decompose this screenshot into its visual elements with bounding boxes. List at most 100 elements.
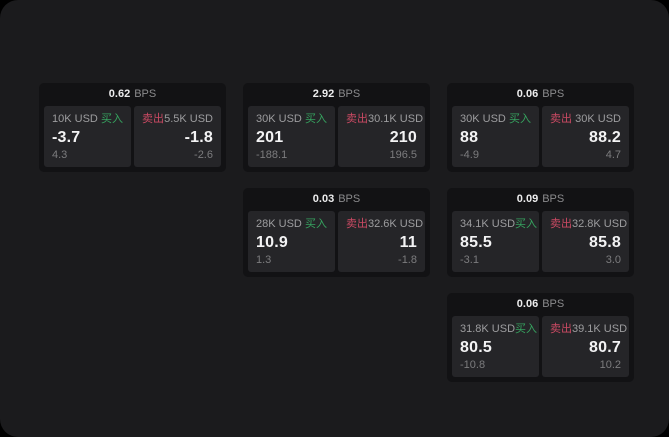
sell-tile-header: 卖出 30K USD <box>550 113 621 125</box>
bps-header: 0.09 BPS <box>447 188 634 211</box>
quote-card: 2.92 BPS 30K USD 买入 201 -188.1 卖出 30.1K … <box>243 83 430 172</box>
buy-quote-tile[interactable]: 30K USD 买入 201 -188.1 <box>248 106 335 167</box>
quote-card-body: 30K USD 买入 88 -4.9 卖出 30K USD 88.2 4.7 <box>447 106 634 172</box>
buy-price: 80.5 <box>460 338 492 356</box>
bps-header: 0.06 BPS <box>447 293 634 316</box>
sell-quote-tile[interactable]: 卖出 32.6K USD 11 -1.8 <box>338 211 425 272</box>
sell-side-label: 卖出 <box>346 218 368 230</box>
sell-sub-value: 3.0 <box>605 254 621 266</box>
bps-unit-label: BPS <box>542 88 565 100</box>
sell-sub-value: 10.2 <box>599 359 621 371</box>
buy-side-label: 买入 <box>305 113 327 125</box>
buy-quote-tile[interactable]: 31.8K USD 买入 80.5 -10.8 <box>452 316 539 377</box>
sell-tile-header: 卖出 39.1K USD <box>550 323 627 335</box>
buy-sub-value: 1.3 <box>256 254 272 266</box>
sell-volume: 5.5K USD <box>164 113 213 125</box>
sell-tile-header: 卖出 32.8K USD <box>550 218 627 230</box>
sell-volume: 32.8K USD <box>572 218 628 230</box>
buy-price: 85.5 <box>460 233 492 251</box>
bps-unit-label: BPS <box>542 298 565 310</box>
bps-value: 0.06 <box>516 88 539 100</box>
sell-tile-header: 卖出 30.1K USD <box>346 113 423 125</box>
sell-tile-header: 卖出 32.6K USD <box>346 218 423 230</box>
sell-side-label: 卖出 <box>550 113 572 125</box>
buy-side-label: 买入 <box>515 323 538 335</box>
quote-card: 0.06 BPS 31.8K USD 买入 80.5 -10.8 卖出 39.1… <box>447 293 634 382</box>
sell-volume: 39.1K USD <box>572 323 628 335</box>
buy-sub-value: 4.3 <box>52 149 68 161</box>
sell-price: 11 <box>399 233 417 251</box>
buy-volume: 30K USD <box>256 113 302 125</box>
buy-quote-tile[interactable]: 10K USD 买入 -3.7 4.3 <box>44 106 131 167</box>
buy-tile-header: 30K USD 买入 <box>256 113 327 125</box>
buy-quote-tile[interactable]: 30K USD 买入 88 -4.9 <box>452 106 539 167</box>
sell-price: 210 <box>389 128 417 146</box>
bps-unit-label: BPS <box>542 193 565 205</box>
quote-card: 0.06 BPS 30K USD 买入 88 -4.9 卖出 30K USD 8… <box>447 83 634 172</box>
buy-quote-tile[interactable]: 34.1K USD 买入 85.5 -3.1 <box>452 211 539 272</box>
buy-side-label: 买入 <box>305 218 327 230</box>
buy-sub-value: -4.9 <box>460 149 479 161</box>
bps-header: 0.06 BPS <box>447 83 634 106</box>
bps-header: 0.03 BPS <box>243 188 430 211</box>
bps-header: 0.62 BPS <box>39 83 226 106</box>
quote-card-body: 28K USD 买入 10.9 1.3 卖出 32.6K USD 11 -1.8 <box>243 211 430 277</box>
sell-volume: 30K USD <box>575 113 621 125</box>
sell-quote-tile[interactable]: 卖出 5.5K USD -1.8 -2.6 <box>134 106 221 167</box>
buy-tile-header: 28K USD 买入 <box>256 218 327 230</box>
sell-quote-tile[interactable]: 卖出 32.8K USD 85.8 3.0 <box>542 211 629 272</box>
buy-quote-tile[interactable]: 28K USD 买入 10.9 1.3 <box>248 211 335 272</box>
bps-value: 0.06 <box>516 298 539 310</box>
sell-side-label: 卖出 <box>346 113 368 125</box>
sell-sub-value: -1.8 <box>398 254 417 266</box>
sell-side-label: 卖出 <box>550 218 572 230</box>
bps-header: 2.92 BPS <box>243 83 430 106</box>
bps-unit-label: BPS <box>338 88 361 100</box>
buy-sub-value: -3.1 <box>460 254 479 266</box>
bps-unit-label: BPS <box>338 193 361 205</box>
quote-card-body: 10K USD 买入 -3.7 4.3 卖出 5.5K USD -1.8 -2.… <box>39 106 226 172</box>
sell-sub-value: -2.6 <box>194 149 213 161</box>
bps-value: 0.09 <box>516 193 539 205</box>
buy-tile-header: 31.8K USD 买入 <box>460 323 537 335</box>
bps-unit-label: BPS <box>134 88 157 100</box>
sell-sub-value: 4.7 <box>605 149 621 161</box>
quote-card: 0.09 BPS 34.1K USD 买入 85.5 -3.1 卖出 32.8K… <box>447 188 634 277</box>
bps-value: 0.62 <box>108 88 131 100</box>
sell-quote-tile[interactable]: 卖出 30K USD 88.2 4.7 <box>542 106 629 167</box>
buy-tile-header: 10K USD 买入 <box>52 113 123 125</box>
buy-sub-value: -10.8 <box>460 359 486 371</box>
sell-tile-header: 卖出 5.5K USD <box>142 113 213 125</box>
buy-price: 201 <box>256 128 284 146</box>
buy-side-label: 买入 <box>101 113 123 125</box>
buy-sub-value: -188.1 <box>256 149 288 161</box>
quote-grid: 0.62 BPS 10K USD 买入 -3.7 4.3 卖出 5.5K USD… <box>39 83 634 382</box>
quote-card-body: 34.1K USD 买入 85.5 -3.1 卖出 32.8K USD 85.8… <box>447 211 634 277</box>
buy-price: 88 <box>460 128 479 146</box>
sell-volume: 30.1K USD <box>368 113 424 125</box>
buy-price: -3.7 <box>52 128 81 146</box>
buy-side-label: 买入 <box>515 218 538 230</box>
quote-card-body: 31.8K USD 买入 80.5 -10.8 卖出 39.1K USD 80.… <box>447 316 634 382</box>
quote-card: 0.03 BPS 28K USD 买入 10.9 1.3 卖出 32.6K US… <box>243 188 430 277</box>
sell-price: 80.7 <box>589 338 621 356</box>
sell-price: 85.8 <box>589 233 621 251</box>
buy-volume: 34.1K USD <box>460 218 516 230</box>
quote-card: 0.62 BPS 10K USD 买入 -3.7 4.3 卖出 5.5K USD… <box>39 83 226 172</box>
sell-volume: 32.6K USD <box>368 218 424 230</box>
buy-price: 10.9 <box>256 233 288 251</box>
sell-quote-tile[interactable]: 卖出 39.1K USD 80.7 10.2 <box>542 316 629 377</box>
sell-side-label: 卖出 <box>550 323 572 335</box>
quote-card-body: 30K USD 买入 201 -188.1 卖出 30.1K USD 210 1… <box>243 106 430 172</box>
sell-quote-tile[interactable]: 卖出 30.1K USD 210 196.5 <box>338 106 425 167</box>
buy-volume: 31.8K USD <box>460 323 516 335</box>
sell-side-label: 卖出 <box>142 113 164 125</box>
bps-value: 2.92 <box>312 88 335 100</box>
buy-tile-header: 34.1K USD 买入 <box>460 218 537 230</box>
sell-price: -1.8 <box>184 128 213 146</box>
bps-value: 0.03 <box>312 193 335 205</box>
buy-volume: 10K USD <box>52 113 98 125</box>
buy-side-label: 买入 <box>509 113 531 125</box>
buy-volume: 28K USD <box>256 218 302 230</box>
